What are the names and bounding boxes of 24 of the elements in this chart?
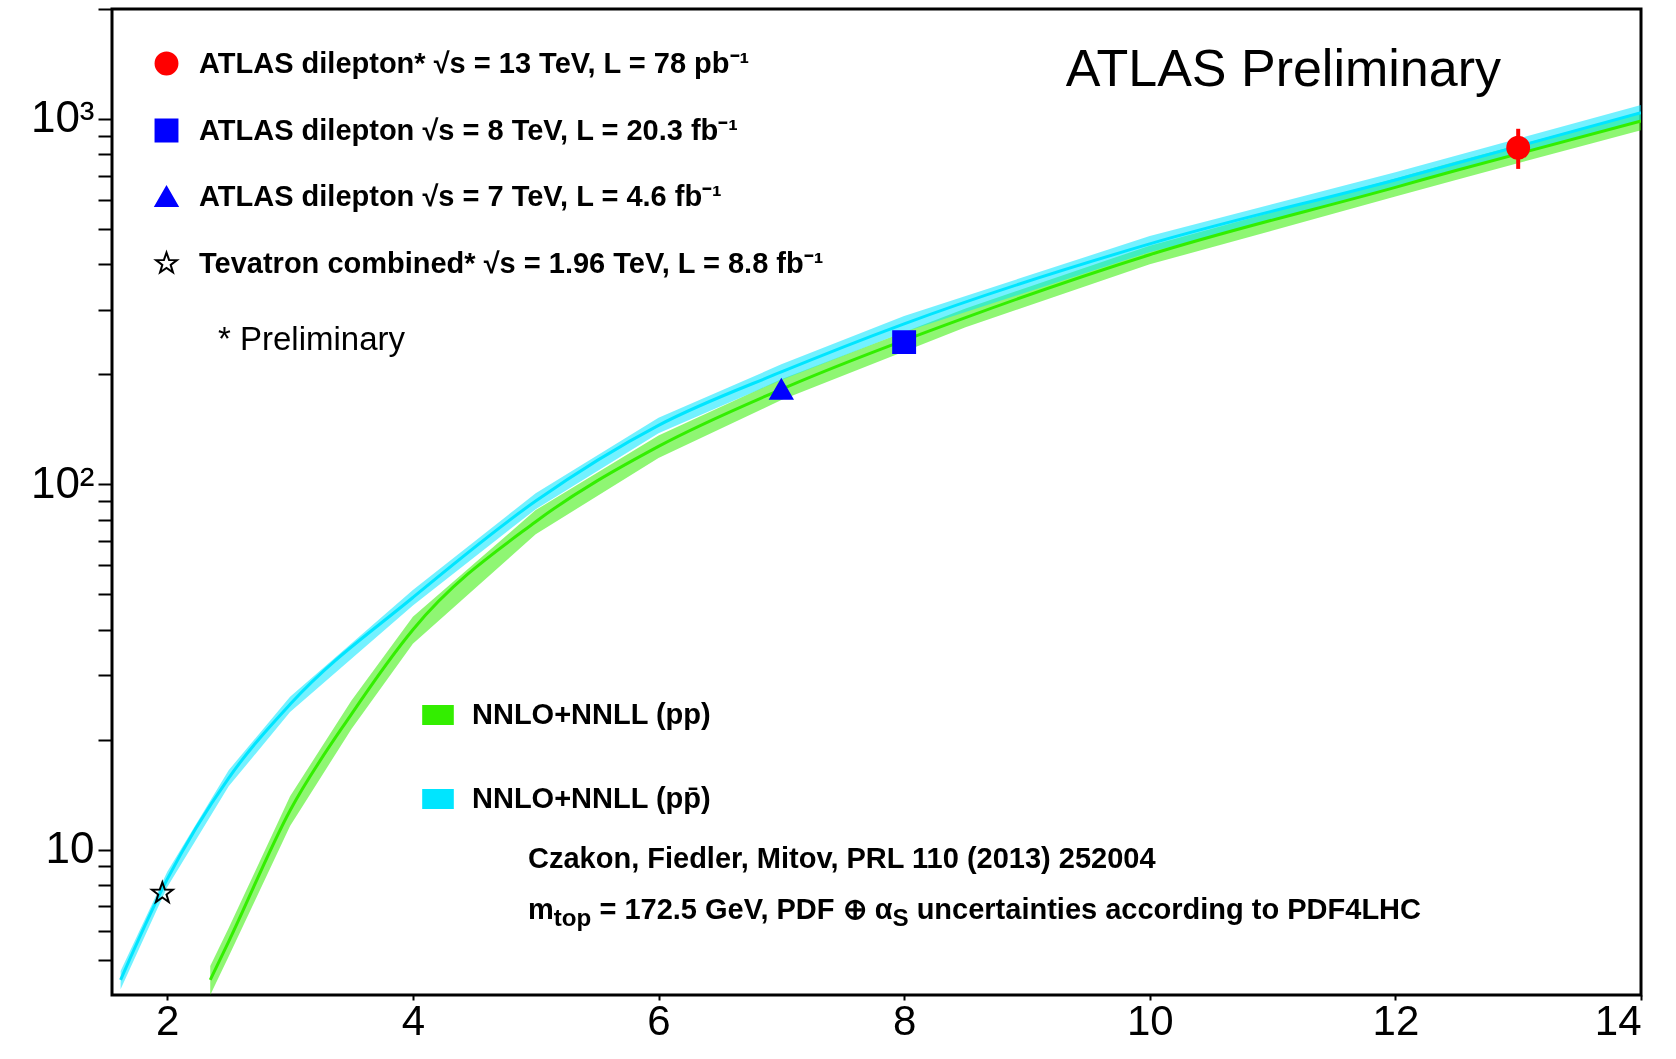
legend-label: NNLO+NNLL (pp) <box>472 698 711 730</box>
y-tick-label: 10 <box>45 823 95 873</box>
x-tick-label: 10 <box>1126 996 1174 1044</box>
annotation: * Preliminary <box>218 320 406 358</box>
x-tick-label: 12 <box>1372 996 1420 1044</box>
legend-label: ATLAS dilepton √s = 7 TeV, L = 4.6 fb⁻¹ <box>199 179 722 212</box>
annotation: ATLAS Preliminary <box>1065 38 1501 98</box>
legend-label: Tevatron combined* √s = 1.96 TeV, L = 8.8 fb⁻¹ <box>199 246 824 279</box>
x-tick-label: 14 <box>1594 996 1642 1044</box>
legend-label: NNLO+NNLL (pp̄) <box>472 782 711 814</box>
x-tick-label: 2 <box>156 996 180 1044</box>
point <box>769 378 794 400</box>
annotation: m$_{top}$ = 172.5 GeV, PDF ⊕ α$_{S}$ uncertainties according to PDF4LHC <box>528 892 1422 932</box>
annotation: Czakon, Fiedler, Mitov, PRL 110 (2013) 252004 <box>528 842 1156 875</box>
legend-label: ATLAS dilepton √s = 8 TeV, L = 20.3 fb⁻¹ <box>199 113 738 146</box>
y-tick-label: 10³ <box>30 92 95 142</box>
y-tick-label: 10² <box>30 457 95 507</box>
legend-label: ATLAS dilepton* √s = 13 TeV, L = 78 pb⁻¹ <box>199 46 750 79</box>
x-tick-label: 8 <box>892 996 917 1044</box>
x-tick-label: 4 <box>401 996 426 1044</box>
x-tick-label: 6 <box>647 996 671 1044</box>
point <box>150 881 174 904</box>
point <box>892 330 917 355</box>
point <box>1506 135 1531 160</box>
